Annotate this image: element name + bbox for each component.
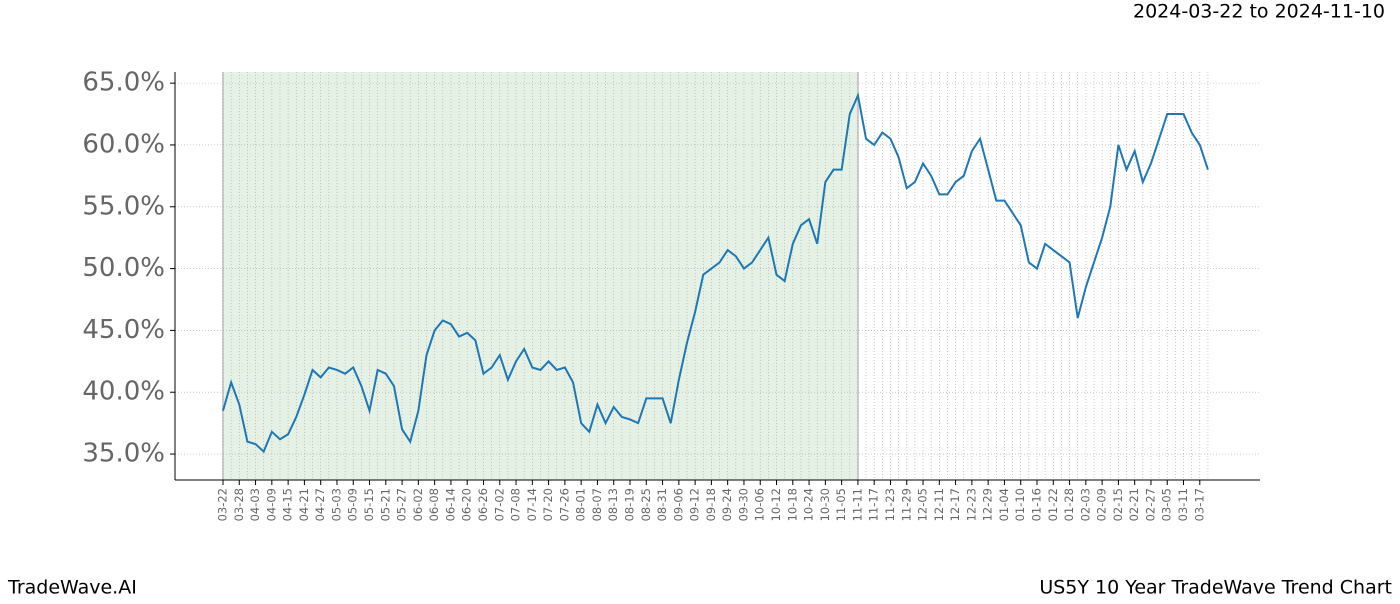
x-tick-label: 10-12 (769, 488, 783, 521)
x-tick-label: 08-19 (623, 488, 637, 521)
x-tick-label: 03-22 (216, 488, 230, 521)
x-tick-label: 11-11 (850, 488, 864, 521)
x-tick-label: 08-01 (574, 488, 588, 521)
x-tick-label: 01-16 (1030, 488, 1044, 521)
x-tick-label: 04-21 (297, 488, 311, 521)
x-tick-label: 01-22 (1046, 488, 1060, 521)
x-tick-label: 07-08 (509, 488, 523, 521)
x-tick-label: 01-10 (1013, 488, 1027, 521)
x-tick-label: 06-20 (460, 488, 474, 521)
x-tick-label: 09-06 (671, 488, 685, 521)
x-tick-label: 02-15 (1111, 488, 1125, 521)
y-tick-label: 45.0% (82, 315, 165, 345)
x-tick-label: 03-17 (1192, 488, 1206, 521)
x-tick-label: 05-27 (395, 488, 409, 521)
y-tick-label: 50.0% (82, 253, 165, 283)
x-tick-label: 05-21 (378, 488, 392, 521)
x-tick-label: 10-18 (785, 488, 799, 521)
x-tick-label: 04-03 (248, 488, 262, 521)
y-tick-label: 35.0% (82, 439, 165, 469)
x-tick-label: 11-17 (867, 488, 881, 521)
x-tick-label: 04-09 (264, 488, 278, 521)
y-tick-label: 65.0% (82, 68, 165, 98)
x-tick-label: 01-28 (1062, 488, 1076, 521)
x-tick-label: 12-05 (916, 488, 930, 521)
x-tick-label: 09-12 (688, 488, 702, 521)
x-tick-label: 08-07 (590, 488, 604, 521)
x-tick-label: 03-11 (1176, 488, 1190, 521)
x-tick-label: 02-27 (1143, 488, 1157, 521)
date-range: 2024-03-22 to 2024-11-10 (1133, 1, 1385, 23)
x-tick-label: 10-06 (753, 488, 767, 521)
x-tick-label: 05-03 (329, 488, 343, 521)
x-tick-label: 09-18 (704, 488, 718, 521)
x-tick-label: 07-26 (557, 488, 571, 521)
x-tick-label: 11-29 (899, 488, 913, 521)
trend-line (222, 92, 1209, 454)
x-tick-label: 09-24 (720, 488, 734, 521)
x-tick-label: 12-11 (932, 488, 946, 521)
x-tick-label: 09-30 (736, 488, 750, 521)
x-tick-label: 12-29 (981, 488, 995, 521)
brand: TradeWave.AI (7, 577, 137, 599)
x-tick-label: 02-09 (1095, 488, 1109, 521)
x-tick-label: 10-30 (818, 488, 832, 521)
x-tick-label: 05-09 (346, 488, 360, 521)
x-tick-label: 12-23 (964, 488, 978, 521)
x-tick-label: 08-13 (606, 488, 620, 521)
x-tick-label: 03-28 (232, 488, 246, 521)
x-tick-label: 04-15 (281, 488, 295, 521)
x-tick-label: 12-17 (948, 488, 962, 521)
x-tick-label: 06-02 (411, 488, 425, 521)
x-tick-label: 08-25 (639, 488, 653, 521)
x-tick-label: 07-14 (525, 488, 539, 521)
x-tick-label: 05-15 (362, 488, 376, 521)
x-tick-label: 11-05 (834, 488, 848, 521)
x-tick-label: 03-05 (1160, 488, 1174, 521)
x-tick-label: 11-23 (883, 488, 897, 521)
x-tick-label: 07-02 (492, 488, 506, 521)
x-tick-label: 02-21 (1127, 488, 1141, 521)
x-tick-label: 04-27 (313, 488, 327, 521)
x-tick-label: 07-20 (541, 488, 555, 521)
y-tick-label: 40.0% (82, 377, 165, 407)
x-tick-label: 06-14 (443, 488, 457, 521)
y-tick-label: 55.0% (82, 191, 165, 221)
x-tick-label: 10-24 (802, 488, 816, 521)
x-tick-label: 06-08 (427, 488, 441, 521)
x-tick-label: 08-31 (655, 488, 669, 521)
x-tick-label: 06-26 (476, 488, 490, 521)
x-tick-label: 01-04 (997, 488, 1011, 521)
x-tick-label: 02-03 (1078, 488, 1092, 521)
y-tick-label: 60.0% (82, 129, 165, 159)
chart-caption: US5Y 10 Year TradeWave Trend Chart (1039, 577, 1392, 599)
